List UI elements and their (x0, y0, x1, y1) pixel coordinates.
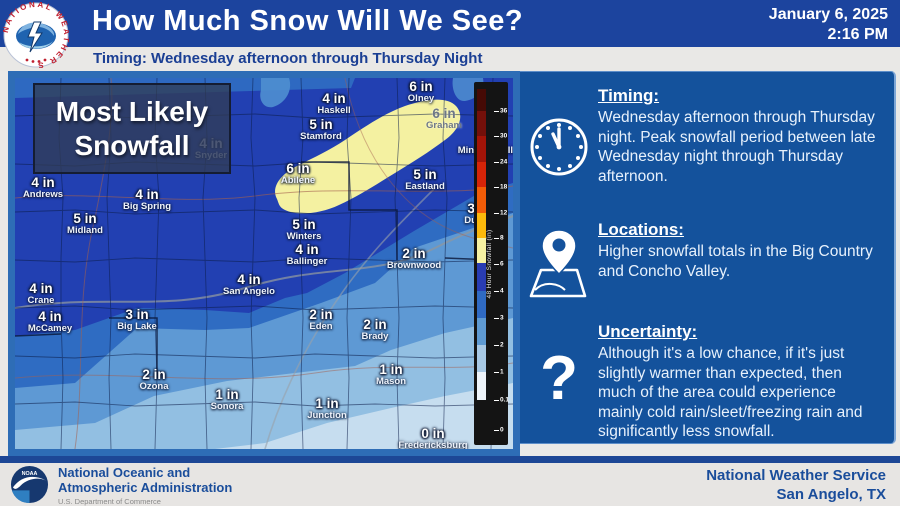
colorbar-scale (477, 89, 486, 400)
snowfall-map: 6 in Olney 4 in Haskell 6 in Graham 5 in Stamfo… (8, 71, 520, 456)
colorbar-tick-label: 30 (500, 132, 508, 140)
snow-label: 0 in Fredericksburg (398, 426, 468, 449)
header-bar: How Much Snow Will We See? January 6, 20… (0, 0, 900, 47)
snow-label: 4 in McCamey (27, 309, 73, 334)
snow-label: 4 in Haskell (317, 91, 351, 116)
agency-line1: National Oceanic and (58, 465, 191, 480)
date-time: January 6, 2025 2:16 PM (769, 5, 888, 44)
colorbar-tick-label: 6 (500, 260, 504, 267)
snow-label: 5 in Stamford (300, 117, 342, 142)
nws-logo-icon: NATIONAL WEATHER SERVICE (3, 2, 69, 68)
snow-label: 4 in Andrews (22, 175, 64, 200)
noaa-logo-icon: NOAA (10, 465, 49, 504)
agency-text: National Oceanic and Atmospheric Adminis… (58, 465, 233, 506)
locations-body: Higher snowfall totals in the Big Countr… (598, 243, 873, 280)
colorbar-tick-label: 0 (500, 426, 504, 434)
snow-label: 2 in Eden (309, 307, 333, 332)
snow-label: 5 in Winters (286, 217, 322, 242)
uncertainty-section: ? Uncertainty: Although it's a low chanc… (520, 322, 894, 442)
snow-label: 6 in Graham (426, 106, 462, 131)
date-line: January 6, 2025 (768, 6, 888, 23)
snow-label: 5 in Midland (67, 211, 103, 236)
office-text: National Weather Service San Angelo, TX (706, 467, 886, 505)
snow-label: 2 in Brady (361, 317, 389, 342)
timing-subtitle: Timing: Wednesday afternoon through Thur… (93, 50, 483, 67)
footer-divider (0, 456, 900, 463)
colorbar-tick-label: 8 (500, 234, 504, 242)
snow-label: 1 in Sonora (210, 387, 244, 412)
office-line2: San Angelo, TX (776, 485, 886, 503)
timing-heading: Timing: (598, 86, 660, 105)
locations-heading: Locations: (598, 220, 684, 239)
question-mark-icon: ? (540, 344, 578, 413)
time-line: 2:16 PM (827, 25, 888, 43)
snow-label: 4 in Crane (27, 281, 55, 306)
snow-label: 6 in Olney (407, 79, 435, 104)
page-title: How Much Snow Will We See? (92, 5, 524, 37)
road-lines (15, 78, 513, 449)
snow-label: 1 in Junction (307, 396, 347, 421)
map-title-line2: Snowfall (74, 129, 190, 161)
uncertainty-body: Although it's a low chance, if it's just… (598, 345, 863, 441)
info-panel: Timing: Wednesday afternoon through Thur… (520, 71, 896, 444)
colorbar-tick-label: 2 (500, 341, 504, 349)
snow-label: 6 in Abilene (280, 161, 316, 186)
timing-body: Wednesday afternoon through Thursday nig… (598, 109, 876, 185)
map-title-line1: Most Likely (55, 96, 209, 128)
snow-label: 1 in Mason (375, 362, 407, 387)
locations-section: Locations: Higher snowfall totals in the… (520, 220, 894, 300)
snow-label: 4 in Big Spring (122, 187, 172, 212)
snow-label: 2 in Ozona (139, 367, 169, 392)
office-line1: National Weather Service (706, 467, 886, 484)
colorbar-tick-label: 1 (500, 368, 504, 376)
agency-line2: Atmospheric Administration (58, 479, 233, 495)
colorbar-tick-label: 12 (500, 209, 508, 217)
colorbar-tick-label: 3 (500, 314, 504, 322)
clock-icon (530, 118, 588, 176)
colorbar-tick-label: 0.1 (500, 396, 510, 404)
colorbar-tick-label: 4 (500, 287, 504, 295)
map-title: Most Likely Snowfall (33, 83, 231, 174)
snow-label: 3 in Big Lake (117, 307, 157, 332)
colorbar-axis-label: 48 Hour Snowfall (in) (486, 228, 493, 299)
timing-section: Timing: Wednesday afternoon through Thur… (520, 86, 894, 186)
agency-line3: U.S. Department of Commerce (58, 496, 161, 506)
snow-label: 5 in Eastland (405, 167, 445, 192)
subheader-bar: Timing: Wednesday afternoon through Thur… (0, 47, 900, 71)
colorbar-tick-label: 18 (500, 183, 508, 191)
footer-bar: NOAA National Oceanic and Atmospheric Ad… (0, 463, 900, 506)
uncertainty-heading: Uncertainty: (598, 322, 698, 341)
map-canvas: 6 in Olney 4 in Haskell 6 in Graham 5 in Stamfo… (15, 78, 513, 449)
colorbar-tick-label: 36 (500, 107, 508, 115)
colorbar-tick-label: 24 (500, 158, 508, 166)
snow-label: 2 in Brownwood (386, 246, 442, 271)
noaa-logo-text: NOAA (22, 471, 38, 477)
map-pin-icon (529, 229, 587, 298)
snow-label: 4 in Ballinger (286, 242, 328, 267)
snowfall-colorbar: 48 Hour Snowfall (in) 36 30 24 18 12 8 6 4 3 2 1 0.… (474, 82, 510, 445)
snow-label: 4 in San Angelo (223, 272, 275, 297)
